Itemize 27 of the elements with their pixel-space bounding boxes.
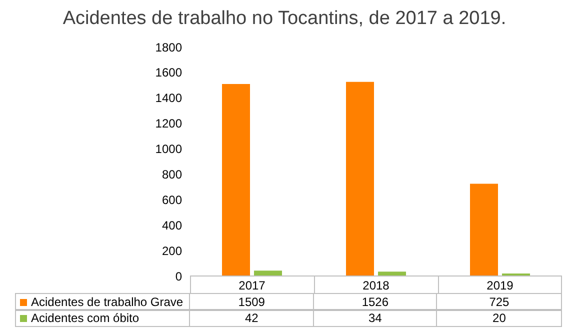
y-tick-label: 1400 [155,91,182,106]
y-tick-label: 1600 [155,66,182,80]
y-tick-label: 1800 [155,40,182,54]
chart-title: Acidentes de trabalho no Tocantins, de 2017 a 2019. [62,8,508,30]
x-tick-label: 2019 [486,278,514,293]
y-tick-label: 600 [162,192,182,207]
data-label: 34 [314,310,438,326]
legend-label: Acidentes com óbito [31,311,140,325]
bar [470,184,498,276]
data-label: 42 [190,310,314,326]
legend-label: Acidentes de trabalho Grave [31,295,184,309]
data-label: 20 [492,310,507,326]
y-tick-label: 0 [175,269,182,284]
y-tick-label: 400 [162,218,182,232]
data-label: 1509 [190,294,314,310]
bar [254,270,282,276]
bar [346,82,374,276]
y-tick-label: 200 [162,244,182,258]
x-tick-label: 2018 [362,278,390,293]
bar [222,84,250,276]
x-tick-label: 2017 [238,278,266,293]
y-tick-label: 1200 [155,116,182,131]
y-tick-label: 800 [162,167,182,182]
y-tick-label: 1000 [155,142,182,156]
bar [378,272,406,276]
data-label: 725 [488,294,510,310]
data-label: 1526 [314,294,438,310]
